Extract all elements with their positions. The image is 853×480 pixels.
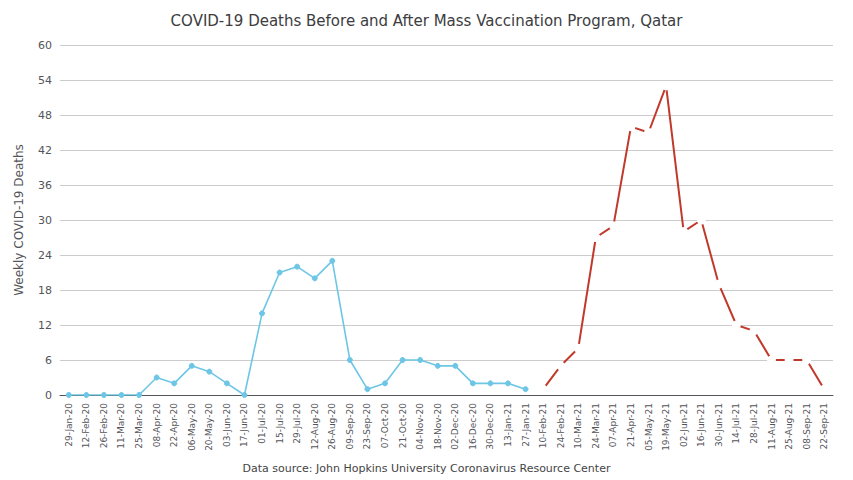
svg-text:18: 18 xyxy=(38,284,52,297)
svg-text:10-Mar-21: 10-Mar-21 xyxy=(573,403,583,449)
svg-text:12-Feb-20: 12-Feb-20 xyxy=(81,403,91,449)
svg-text:19-May-21: 19-May-21 xyxy=(661,403,671,451)
svg-text:Data source: John Hopkins Univ: Data source: John Hopkins University Cor… xyxy=(243,462,611,475)
svg-text:30: 30 xyxy=(38,214,52,227)
svg-text:16-Dec-20: 16-Dec-20 xyxy=(468,403,478,450)
svg-text:12: 12 xyxy=(38,319,52,332)
svg-text:42: 42 xyxy=(38,144,52,157)
svg-text:Weekly COVID-19 Deaths: Weekly COVID-19 Deaths xyxy=(12,144,26,296)
svg-text:60: 60 xyxy=(38,39,52,52)
svg-text:17-Jun-20: 17-Jun-20 xyxy=(239,403,249,447)
svg-text:30-Jun-21: 30-Jun-21 xyxy=(714,403,724,447)
svg-text:21-Oct-20: 21-Oct-20 xyxy=(398,403,408,448)
svg-text:24: 24 xyxy=(38,249,52,262)
svg-text:28-Jul-21: 28-Jul-21 xyxy=(749,403,759,444)
svg-text:20-May-20: 20-May-20 xyxy=(204,403,214,451)
svg-text:06-May-20: 06-May-20 xyxy=(187,403,197,451)
svg-text:26-Aug-20: 26-Aug-20 xyxy=(327,403,337,450)
svg-text:27-Jan-21: 27-Jan-21 xyxy=(521,403,531,447)
svg-text:11-Mar-20: 11-Mar-20 xyxy=(116,403,126,449)
svg-text:48: 48 xyxy=(38,109,52,122)
svg-text:23-Sep-20: 23-Sep-20 xyxy=(362,403,372,450)
svg-text:15-Jul-20: 15-Jul-20 xyxy=(275,403,285,444)
svg-text:05-May-21: 05-May-21 xyxy=(644,403,654,451)
svg-text:18-Nov-20: 18-Nov-20 xyxy=(433,403,443,450)
svg-text:0: 0 xyxy=(45,389,52,402)
svg-text:08-Apr-20: 08-Apr-20 xyxy=(152,403,162,447)
svg-text:30-Dec-20: 30-Dec-20 xyxy=(485,403,495,450)
svg-text:07-Apr-21: 07-Apr-21 xyxy=(608,403,618,447)
svg-text:12-Aug-20: 12-Aug-20 xyxy=(310,403,320,450)
svg-text:09-Sep-20: 09-Sep-20 xyxy=(345,403,355,450)
svg-text:01-Jul-20: 01-Jul-20 xyxy=(257,403,267,444)
svg-text:07-Oct-20: 07-Oct-20 xyxy=(380,403,390,448)
svg-text:54: 54 xyxy=(38,74,52,87)
svg-text:24-Feb-21: 24-Feb-21 xyxy=(556,403,566,448)
svg-text:02-Dec-20: 02-Dec-20 xyxy=(450,403,460,450)
svg-text:14-Jul-21: 14-Jul-21 xyxy=(731,403,741,444)
svg-text:26-Feb-20: 26-Feb-20 xyxy=(99,403,109,449)
svg-text:25-Mar-20: 25-Mar-20 xyxy=(134,403,144,449)
svg-text:22-Sep-21: 22-Sep-21 xyxy=(819,403,829,449)
svg-text:13-Jan-21: 13-Jan-21 xyxy=(503,403,513,447)
svg-text:21-Apr-21: 21-Apr-21 xyxy=(626,403,636,447)
svg-text:08-Sep-21: 08-Sep-21 xyxy=(802,403,812,449)
svg-text:04-Nov-20: 04-Nov-20 xyxy=(415,403,425,450)
svg-text:25-Aug-21: 25-Aug-21 xyxy=(784,403,794,450)
svg-text:11-Aug-21: 11-Aug-21 xyxy=(767,403,777,450)
svg-text:29-Jan-20: 29-Jan-20 xyxy=(64,403,74,447)
svg-text:03-Jun-20: 03-Jun-20 xyxy=(222,403,232,447)
svg-text:24-Mar-21: 24-Mar-21 xyxy=(591,403,601,449)
svg-text:02-Jun-21: 02-Jun-21 xyxy=(679,403,689,447)
svg-text:29-Jul-20: 29-Jul-20 xyxy=(292,403,302,444)
svg-text:22-Apr-20: 22-Apr-20 xyxy=(169,403,179,447)
svg-text:COVID-19 Deaths Before and Aft: COVID-19 Deaths Before and After Mass Va… xyxy=(171,12,684,30)
svg-text:10-Feb-21: 10-Feb-21 xyxy=(538,403,548,448)
svg-text:6: 6 xyxy=(45,354,52,367)
svg-text:16-Jun-21: 16-Jun-21 xyxy=(696,403,706,447)
svg-text:36: 36 xyxy=(38,179,52,192)
